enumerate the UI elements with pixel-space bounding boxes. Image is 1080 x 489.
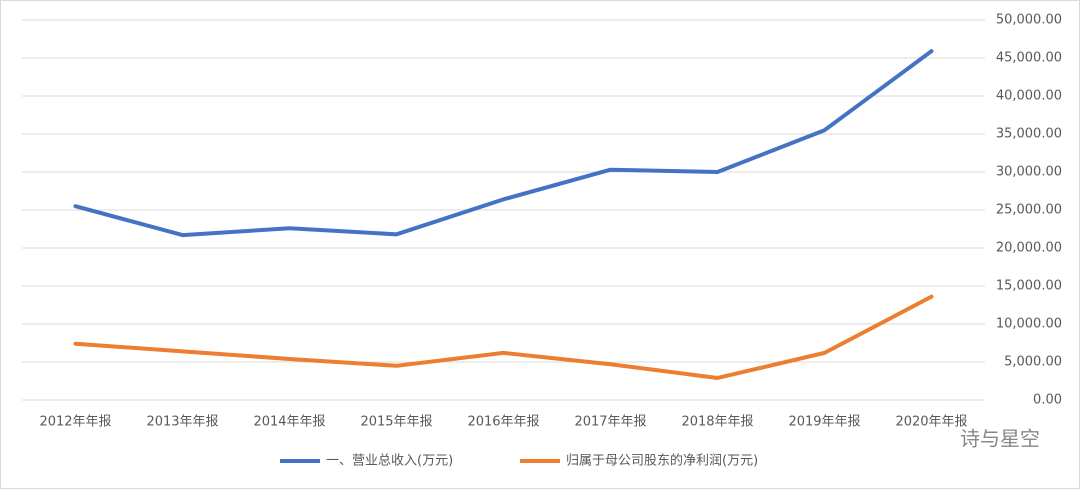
x-tick-label: 2015年年报	[360, 415, 432, 430]
watermark: 诗与星空	[960, 427, 1040, 451]
x-tick-label: 2019年年报	[788, 415, 860, 430]
x-tick-label: 2017年年报	[574, 415, 646, 430]
x-tick-label: 2013年年报	[146, 415, 218, 430]
y-tick-label: 5,000.00	[1004, 355, 1062, 370]
x-tick-label: 2014年年报	[253, 415, 325, 430]
y-tick-label: 50,000.00	[996, 13, 1062, 28]
y-tick-label: 10,000.00	[996, 317, 1062, 332]
y-tick-label: 15,000.00	[996, 279, 1062, 294]
x-tick-label: 2016年年报	[467, 415, 539, 430]
legend-label: 一、营业总收入(万元)	[326, 454, 453, 469]
x-tick-label: 2012年年报	[39, 415, 111, 430]
line-series	[73, 49, 934, 238]
x-tick-label: 2020年年报	[895, 415, 967, 430]
y-tick-label: 40,000.00	[996, 89, 1062, 104]
y-tick-label: 30,000.00	[996, 165, 1062, 180]
y-tick-label: 0.00	[1033, 393, 1062, 408]
y-tick-label: 20,000.00	[996, 241, 1062, 256]
y-tick-label: 25,000.00	[996, 203, 1062, 218]
line-series	[73, 294, 934, 380]
legend-label: 归属于母公司股东的净利润(万元)	[566, 453, 758, 469]
x-tick-label: 2018年年报	[681, 415, 753, 430]
y-tick-label: 35,000.00	[996, 127, 1062, 142]
y-tick-label: 45,000.00	[996, 51, 1062, 66]
